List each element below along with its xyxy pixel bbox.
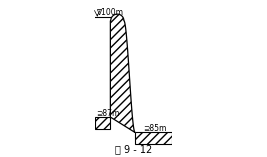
Polygon shape	[135, 133, 172, 144]
Text: 图 9 - 12: 图 9 - 12	[115, 144, 152, 154]
Text: ⊇85m: ⊇85m	[143, 124, 166, 133]
Polygon shape	[110, 14, 135, 133]
Polygon shape	[95, 117, 110, 129]
Text: ∇100m: ∇100m	[96, 8, 123, 17]
Text: ⊇87m: ⊇87m	[96, 108, 119, 117]
